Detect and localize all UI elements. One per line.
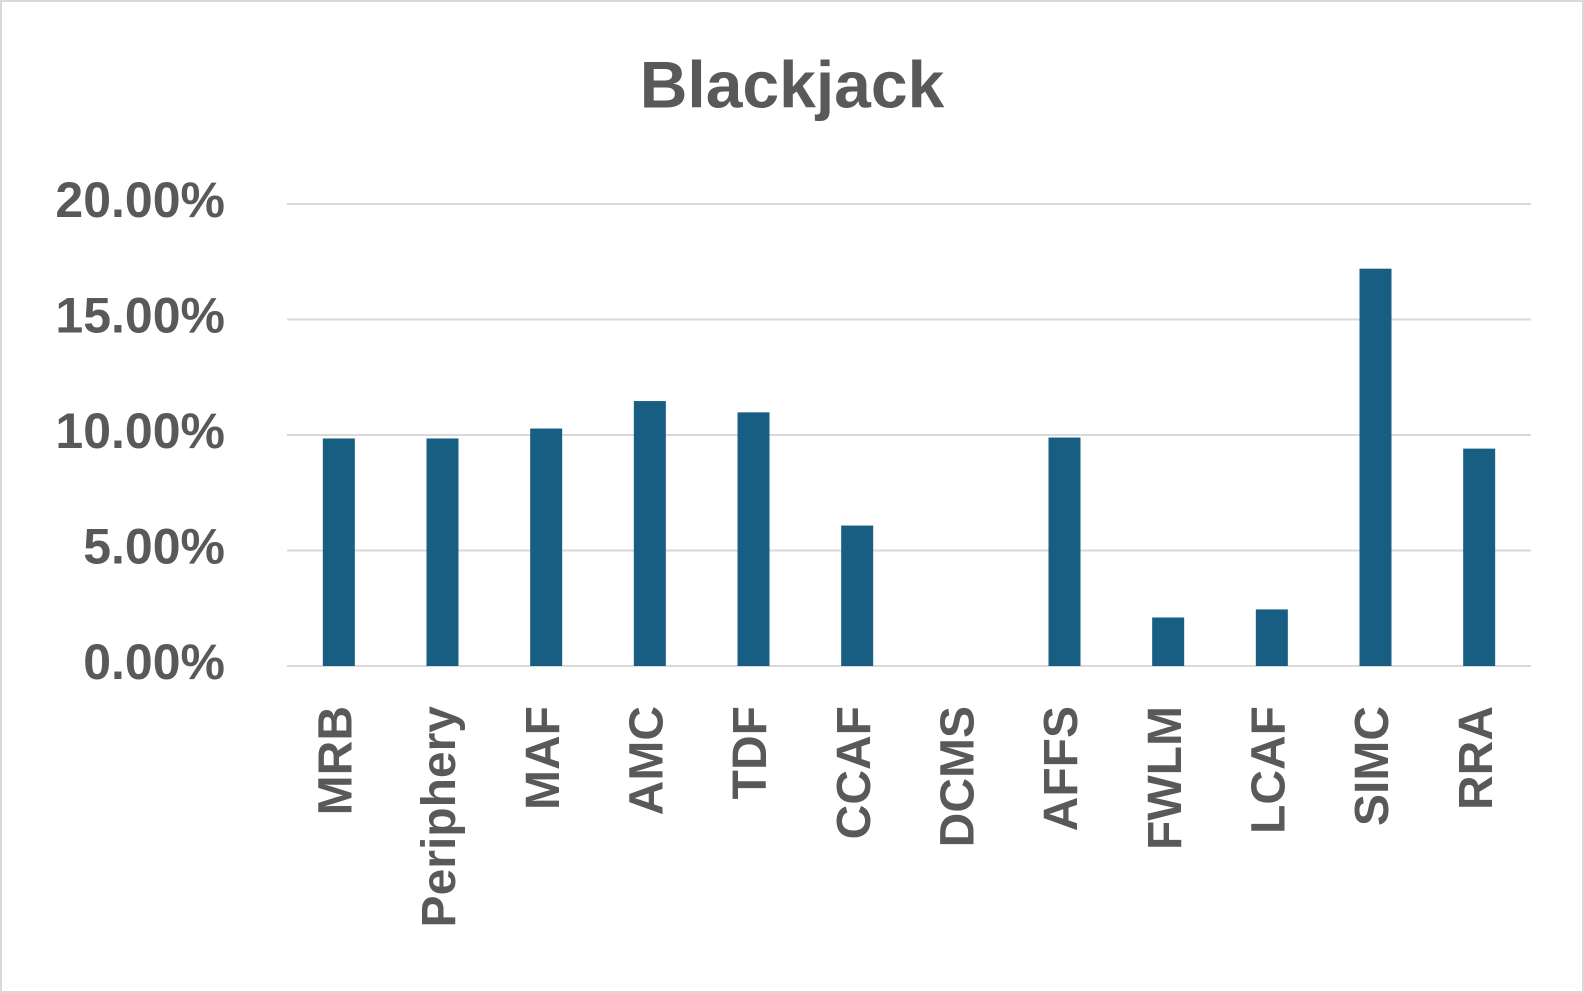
chart-title: Blackjack — [640, 47, 945, 121]
y-tick-label: 15.00% — [55, 288, 225, 344]
y-tick-label: 0.00% — [83, 634, 225, 690]
bar — [426, 438, 459, 666]
y-tick-label: 10.00% — [55, 403, 225, 459]
y-tick-label: 5.00% — [83, 519, 225, 575]
bar — [1463, 448, 1496, 666]
x-tick-label: MAF — [517, 706, 570, 810]
x-tick-label: CCAF — [828, 706, 881, 839]
x-tick-label: Periphery — [413, 706, 466, 928]
x-tick-label: AFFS — [1035, 706, 1088, 831]
bar — [1152, 617, 1185, 666]
bar — [530, 428, 563, 666]
x-tick-label: TDF — [724, 706, 777, 799]
x-tick-label: AMC — [621, 706, 674, 815]
bar — [1359, 268, 1392, 666]
bar — [633, 401, 666, 666]
x-tick-label: FWLM — [1139, 706, 1192, 850]
bar — [322, 438, 355, 666]
bar — [841, 525, 874, 666]
x-tick-label: RRA — [1450, 706, 1503, 810]
bar — [1255, 609, 1288, 666]
x-tick-label: LCAF — [1243, 706, 1296, 834]
y-tick-label: 20.00% — [55, 172, 225, 228]
x-tick-label: DCMS — [932, 706, 985, 847]
bar — [737, 412, 770, 666]
x-tick-label: SIMC — [1346, 706, 1399, 826]
x-tick-label: MRB — [310, 706, 363, 815]
bar — [1048, 437, 1081, 666]
